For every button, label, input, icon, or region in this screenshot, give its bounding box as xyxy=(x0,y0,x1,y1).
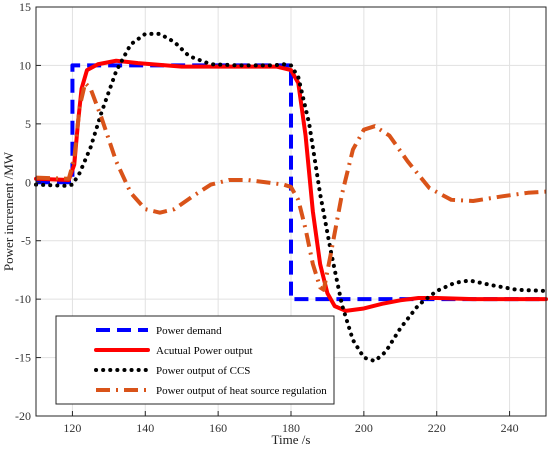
y-tick-label: 0 xyxy=(25,175,31,189)
series-line-4 xyxy=(35,80,547,292)
legend-label-1: Power demand xyxy=(156,325,222,337)
y-tick-label: 10 xyxy=(19,58,31,72)
tick-layer: 120 140 160 180 200 220 240 -20 -15 -10 -5 0 5 10 15 xyxy=(15,0,519,435)
series-layer xyxy=(34,31,548,364)
legend: Power demand Acutual Power output Power ou… xyxy=(55,315,335,405)
y-tick-label: -10 xyxy=(15,292,31,306)
series-line-3 xyxy=(34,31,548,364)
y-tick-label: -5 xyxy=(21,234,31,248)
y-axis-title: Power increment /MW xyxy=(1,151,16,271)
y-tick-label: -15 xyxy=(15,351,31,365)
y-tick-label: 5 xyxy=(25,117,31,131)
x-tick-label: 140 xyxy=(136,421,154,435)
x-tick-label: 120 xyxy=(63,421,81,435)
legend-label-3: Power output of CCS xyxy=(156,365,250,377)
legend-label-4: Power output of heat source regulation xyxy=(156,385,327,397)
x-tick-label: 240 xyxy=(501,421,519,435)
x-tick-label: 180 xyxy=(282,421,300,435)
x-tick-label: 200 xyxy=(355,421,373,435)
legend-label-2: Acutual Power output xyxy=(156,345,253,357)
y-tick-label: -20 xyxy=(15,409,31,423)
x-tick-label: 160 xyxy=(209,421,227,435)
x-axis-title: Time /s xyxy=(272,432,311,447)
series-line-2 xyxy=(34,58,548,313)
y-tick-label: 15 xyxy=(19,0,31,14)
x-tick-label: 220 xyxy=(428,421,446,435)
